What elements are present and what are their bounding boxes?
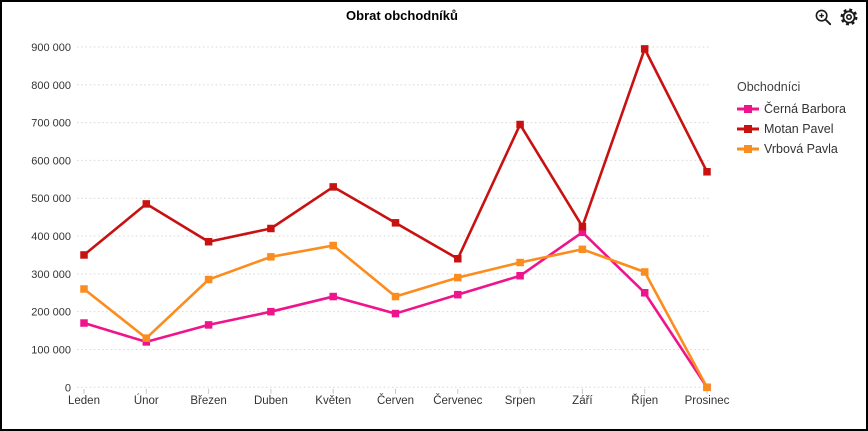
- data-point-cerna-barbora[interactable]: [516, 272, 524, 280]
- y-tick-label: 600 000: [31, 155, 71, 167]
- legend-marker: [737, 125, 759, 133]
- chart-legend: Obchodníci Černá Barbora Motan Pavel Vrbov…: [737, 80, 866, 162]
- data-point-cerna-barbora[interactable]: [80, 319, 88, 327]
- data-point-cerna-barbora[interactable]: [329, 292, 337, 301]
- legend-item-label: Motan Pavel: [764, 122, 834, 136]
- y-tick-label: 200 000: [31, 307, 71, 319]
- y-tick-label: 300 000: [31, 269, 71, 281]
- legend-marker: [737, 145, 759, 153]
- x-tick-label: Květen: [315, 395, 351, 407]
- x-tick-label: Červen: [377, 394, 414, 407]
- legend-item-vrbova-pavla[interactable]: Vrbová Pavla: [737, 142, 866, 156]
- data-point-vrbova-pavla[interactable]: [703, 383, 711, 392]
- x-tick-label: Prosinec: [685, 395, 730, 407]
- legend-items: Černá Barbora Motan Pavel Vrbová Pavla: [737, 102, 866, 156]
- data-point-cerna-barbora[interactable]: [578, 228, 587, 237]
- data-point-motan-pavel[interactable]: [142, 200, 151, 208]
- zoom-in-button[interactable]: [812, 6, 834, 28]
- settings-button[interactable]: [838, 6, 860, 28]
- y-tick-label: 400 000: [31, 231, 71, 243]
- y-tick-label: 100 000: [31, 344, 71, 356]
- data-point-motan-pavel[interactable]: [640, 45, 649, 53]
- data-point-vrbova-pavla[interactable]: [80, 285, 88, 293]
- data-point-cerna-barbora[interactable]: [204, 321, 213, 329]
- data-point-vrbova-pavla[interactable]: [204, 275, 213, 284]
- data-point-vrbova-pavla[interactable]: [516, 258, 524, 267]
- legend-item-motan-pavel[interactable]: Motan Pavel: [737, 122, 866, 136]
- x-tick-label: Březen: [190, 395, 226, 407]
- legend-item-label: Černá Barbora: [764, 102, 846, 116]
- x-tick-label: Říjen: [631, 394, 658, 407]
- data-point-cerna-barbora[interactable]: [142, 338, 151, 346]
- legend-title: Obchodníci: [737, 80, 801, 94]
- data-point-motan-pavel[interactable]: [578, 222, 587, 231]
- data-point-cerna-barbora[interactable]: [391, 309, 400, 318]
- data-point-motan-pavel[interactable]: [204, 237, 213, 246]
- data-point-vrbova-pavla[interactable]: [329, 241, 337, 250]
- data-point-motan-pavel[interactable]: [703, 168, 711, 176]
- chart-toolbar: [812, 6, 860, 28]
- x-tick-label: Červenec: [433, 394, 482, 407]
- data-point-vrbova-pavla[interactable]: [391, 292, 400, 301]
- data-point-motan-pavel[interactable]: [391, 219, 400, 227]
- data-point-vrbova-pavla[interactable]: [454, 273, 462, 282]
- y-tick-label: 0: [65, 382, 71, 394]
- data-point-vrbova-pavla[interactable]: [640, 268, 649, 276]
- y-tick-label: 700 000: [31, 118, 71, 130]
- series-line-motan-pavel: [83, 47, 709, 261]
- x-tick-label: Leden: [68, 395, 100, 407]
- legend-item-cerna-barbora[interactable]: Černá Barbora: [737, 102, 866, 116]
- data-point-motan-pavel[interactable]: [80, 251, 88, 259]
- data-point-cerna-barbora[interactable]: [640, 289, 649, 297]
- data-point-cerna-barbora[interactable]: [267, 307, 275, 316]
- data-point-vrbova-pavla[interactable]: [267, 253, 275, 261]
- data-point-motan-pavel[interactable]: [329, 183, 337, 191]
- gear-icon: [840, 8, 858, 26]
- chart-title: Obrat obchodníků: [346, 8, 458, 23]
- data-point-vrbova-pavla[interactable]: [142, 334, 151, 342]
- data-point-vrbova-pavla[interactable]: [578, 245, 587, 254]
- data-point-motan-pavel[interactable]: [267, 224, 275, 233]
- data-point-motan-pavel[interactable]: [516, 120, 524, 129]
- data-point-motan-pavel[interactable]: [454, 254, 462, 263]
- y-tick-label: 800 000: [31, 80, 71, 92]
- zoom-in-icon: [815, 9, 831, 25]
- y-tick-label: 500 000: [31, 193, 71, 205]
- data-point-cerna-barbora[interactable]: [454, 290, 462, 299]
- y-tick-label: 900 000: [31, 42, 71, 54]
- legend-item-label: Vrbová Pavla: [764, 142, 838, 156]
- x-tick-label: Únor: [134, 394, 159, 407]
- x-tick-label: Srpen: [505, 395, 536, 407]
- x-tick-label: Duben: [254, 395, 288, 407]
- x-tick-label: Září: [572, 395, 593, 407]
- legend-marker: [737, 105, 759, 113]
